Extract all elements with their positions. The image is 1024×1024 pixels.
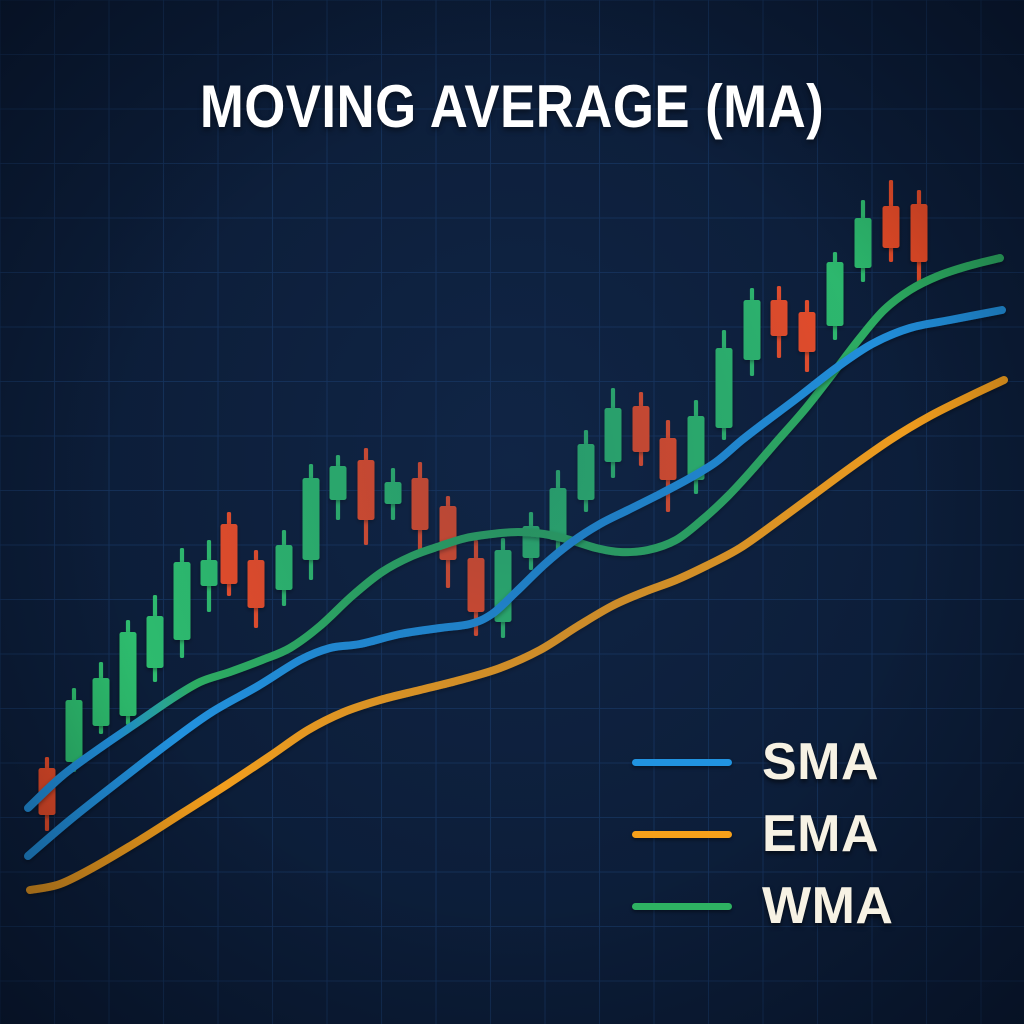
legend-label-sma: SMA xyxy=(762,733,880,791)
candle-body-bullish xyxy=(302,478,320,560)
candle-body-bearish xyxy=(467,558,485,612)
candle-body-bullish xyxy=(173,562,191,640)
legend-label-wma: WMA xyxy=(762,877,894,935)
candle-body-bullish xyxy=(715,348,733,428)
candle-body-bullish xyxy=(92,678,110,726)
candle-body-bullish xyxy=(275,545,293,590)
legend-item-sma[interactable]: SMA xyxy=(632,726,962,798)
candle-body-bearish xyxy=(357,460,375,520)
legend-item-ema[interactable]: EMA xyxy=(632,798,962,870)
candle-body-bullish xyxy=(577,444,595,500)
candle-body-bearish xyxy=(798,312,816,352)
candle-body-bullish xyxy=(200,560,218,586)
legend-swatch-ema xyxy=(632,830,732,838)
legend-swatch-sma xyxy=(632,758,732,766)
candle-body-bullish xyxy=(604,408,622,462)
candle-body-bullish xyxy=(826,262,844,326)
candle-body-bearish xyxy=(882,206,900,248)
candle-body-bearish xyxy=(411,478,429,530)
candle-body-bullish xyxy=(119,632,137,716)
candle-body-bearish xyxy=(220,524,238,584)
candle-body-bullish xyxy=(854,218,872,268)
candle-body-bearish xyxy=(439,506,457,560)
candle-body-bearish xyxy=(659,438,677,480)
candle-body-bullish xyxy=(65,700,83,762)
candle-body-bullish xyxy=(384,482,402,504)
candle-body-bullish xyxy=(146,616,164,668)
legend-item-wma[interactable]: WMA xyxy=(632,870,962,942)
legend: SMA EMA WMA xyxy=(632,726,962,942)
candle-body-bearish xyxy=(770,300,788,336)
candle-body-bullish xyxy=(329,466,347,500)
candle-body-bearish xyxy=(247,560,265,608)
page-title: MOVING AVERAGE (MA) xyxy=(199,73,825,140)
legend-label-ema: EMA xyxy=(762,805,880,863)
legend-swatch-wma xyxy=(632,902,732,910)
candle-body-bullish xyxy=(743,300,761,360)
candle-body-bearish xyxy=(910,204,928,262)
candle-body-bearish xyxy=(632,406,650,452)
